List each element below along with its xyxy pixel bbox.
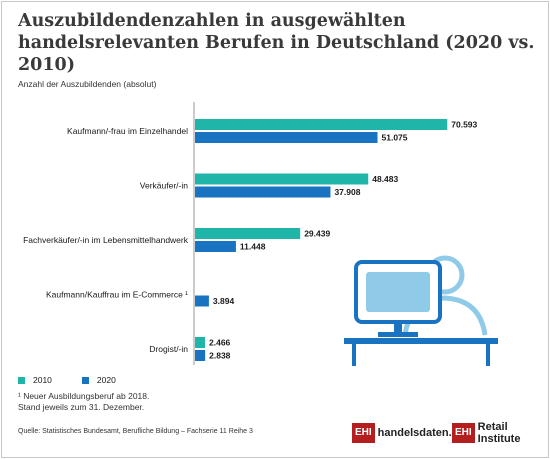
category-label: Fachverkäufer/-in im Lebensmittelhandwer…	[23, 235, 189, 245]
data-label-2020: 2.838	[209, 351, 231, 361]
bar-2020	[195, 241, 236, 252]
bar-2010	[195, 173, 369, 185]
handelsdaten-logo-text: handelsdaten.de	[377, 427, 465, 439]
footnote-2: Stand jeweils zum 31. Dezember.	[18, 402, 145, 412]
legend-item-2010: 2010	[18, 375, 52, 385]
monitor-screen-shape	[366, 272, 430, 312]
source-note: Quelle: Statistisches Bundesamt, Berufli…	[18, 428, 253, 435]
monitor-base-shape	[378, 332, 418, 337]
data-label-2010: 70.593	[451, 120, 477, 130]
data-label-2010: 29.439	[304, 229, 330, 239]
bar-2020	[195, 350, 206, 361]
data-label-2020: 51.075	[382, 133, 408, 143]
bar-2020	[195, 295, 209, 307]
computer-user-illustration	[344, 255, 498, 366]
desk-leg-right-shape	[486, 344, 490, 366]
monitor-stand-shape	[394, 322, 402, 334]
logo-retail-institute: EHI Retail Institute	[452, 421, 550, 445]
desk-leg-left-shape	[352, 344, 356, 366]
ehi-logo-box-2: EHI	[452, 423, 475, 443]
data-label-2010: 48.483	[372, 174, 398, 184]
legend-swatch-2010	[18, 376, 25, 384]
legend-label-2020: 2020	[96, 375, 116, 385]
bar-2010	[195, 337, 205, 348]
legend-swatch-2020	[81, 376, 89, 384]
bar-2020	[195, 186, 331, 198]
logo-handelsdaten: EHI handelsdaten.de	[352, 422, 464, 444]
desk-top-shape	[344, 338, 498, 344]
chart-subtitle: Anzahl der Auszubildenden (absolut)	[18, 79, 157, 89]
retail-institute-logo-text: Retail Institute	[477, 421, 521, 445]
legend-label-2010: 2010	[33, 375, 52, 385]
data-label-2020: 3.894	[213, 296, 235, 306]
category-label: Drogist/-in	[149, 344, 188, 354]
data-label-2020: 37.908	[334, 187, 360, 197]
legend: 2010 2020	[18, 375, 116, 385]
category-label: Kaufmann/Kauffrau im E-Commerce ¹	[46, 290, 188, 300]
bar-2010	[195, 228, 301, 239]
data-label-2010: 2.466	[209, 338, 231, 348]
footnotes: ¹ Neuer Ausbildungsberuf ab 2018. Stand …	[18, 391, 149, 413]
data-label-2020: 11.448	[240, 242, 266, 252]
chart-title: Auszubildendenzahlen in ausgewählten han…	[18, 11, 535, 75]
footnote-1: ¹ Neuer Ausbildungsberuf ab 2018.	[18, 391, 150, 401]
bar-2010	[195, 119, 448, 130]
category-label: Kaufmann/-frau im Einzelhandel	[67, 126, 188, 136]
legend-item-2020: 2020	[81, 375, 116, 385]
ehi-logo-box-1: EHI	[352, 423, 375, 443]
bar-2020	[195, 132, 378, 143]
category-label: Verkäufer/-in	[140, 181, 188, 191]
